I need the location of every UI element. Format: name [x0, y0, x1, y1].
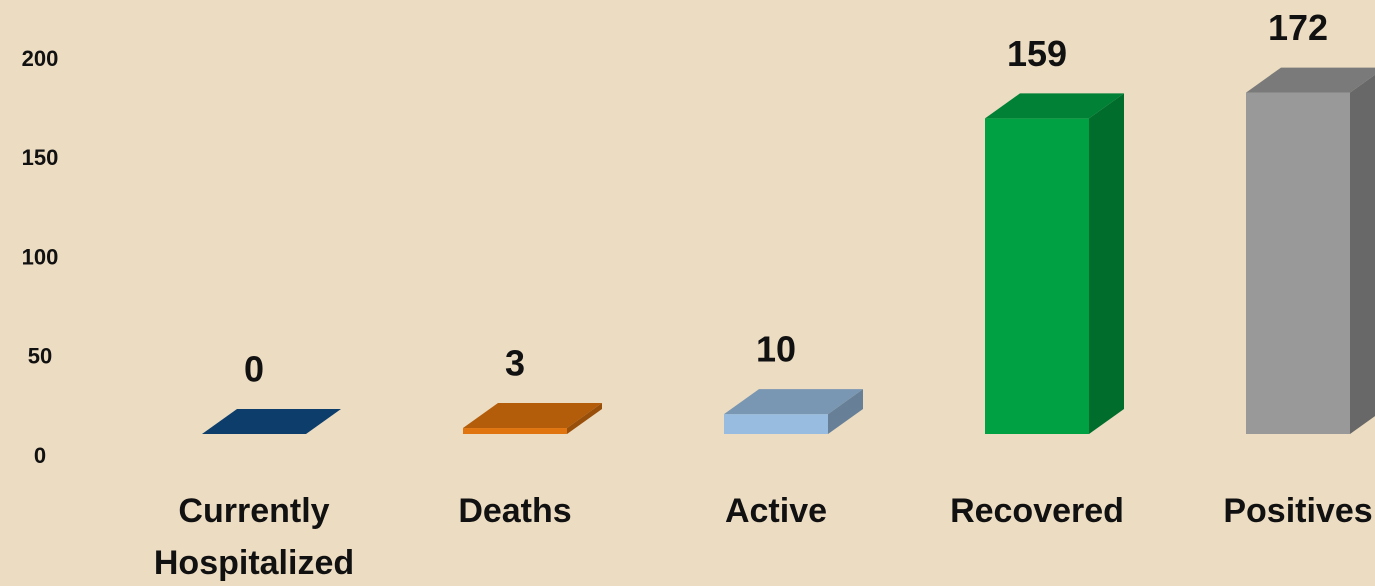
- y-tick-label: 150: [22, 145, 59, 170]
- bar-front: [463, 428, 567, 434]
- bar-top: [985, 93, 1124, 119]
- y-tick-label: 50: [28, 344, 52, 369]
- bar-front: [985, 118, 1089, 434]
- x-tick-label: Active: [724, 492, 828, 530]
- x-tick-label: Recovered: [950, 492, 1124, 530]
- value-label: 10: [756, 329, 796, 370]
- bar-top: [463, 403, 602, 429]
- bar-front: [1246, 92, 1350, 434]
- bar-top: [1246, 67, 1375, 93]
- value-label: 0: [244, 349, 264, 390]
- bar-front: [724, 414, 828, 434]
- bar-side: [828, 389, 863, 434]
- bar: [724, 389, 863, 434]
- bar-side: [567, 403, 602, 434]
- y-tick-label: 200: [22, 46, 59, 71]
- value-label: 172: [1268, 7, 1328, 48]
- y-tick-label: 100: [22, 244, 59, 269]
- bar-side: [1350, 74, 1375, 434]
- value-label: 3: [505, 343, 525, 384]
- x-tick-label: Deaths: [458, 492, 572, 530]
- bar-top: [724, 389, 863, 415]
- y-tick-label: 0: [34, 443, 46, 468]
- bar: [985, 93, 1124, 434]
- bar: [463, 403, 602, 434]
- x-tick-label: Positives: [1223, 492, 1373, 530]
- bar: [1246, 67, 1375, 434]
- value-label: 159: [1007, 33, 1067, 74]
- bar-top: [202, 409, 341, 434]
- x-tick-label: Currently Hospitalized: [153, 492, 355, 582]
- bar-side: [1089, 93, 1124, 434]
- bar: [202, 409, 341, 434]
